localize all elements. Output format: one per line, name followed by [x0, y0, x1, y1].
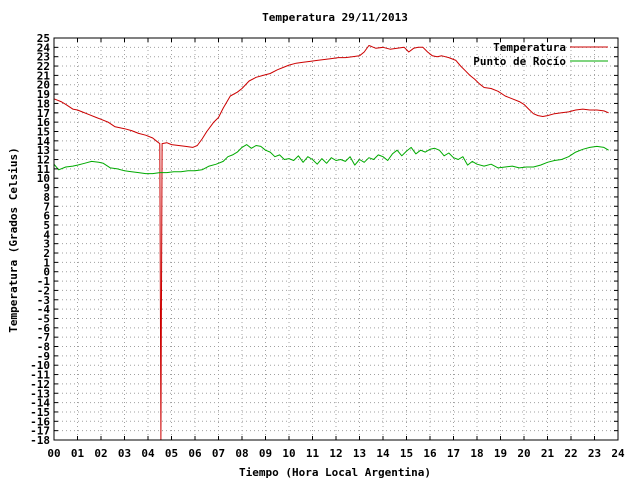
y-tick-label: 3	[43, 238, 50, 251]
x-tick-label: 21	[541, 447, 555, 460]
y-tick-label: -6	[37, 322, 51, 335]
y-tick-label: -3	[37, 294, 50, 307]
x-tick-label: 06	[188, 447, 202, 460]
legend-label-temperatura: Temperatura	[493, 41, 566, 54]
y-tick-label: -16	[30, 415, 50, 428]
x-tick-label: 18	[470, 447, 483, 460]
y-tick-label: 25	[37, 32, 50, 45]
x-tick-label: 00	[47, 447, 60, 460]
y-tick-label: 24	[37, 41, 51, 54]
y-tick-label: -13	[30, 387, 50, 400]
y-tick-label: 7	[43, 200, 50, 213]
y-tick-label: 14	[37, 135, 51, 148]
y-tick-label: -5	[37, 312, 50, 325]
y-tick-label: 12	[37, 154, 50, 167]
y-axis-label: Temperatura (Grados Celsius)	[7, 147, 20, 332]
y-tick-label: -1	[37, 275, 51, 288]
y-tick-label: -18	[30, 434, 50, 447]
y-tick-label: 18	[37, 97, 50, 110]
x-tick-label: 02	[94, 447, 107, 460]
grid	[54, 38, 618, 440]
ticks: -18-17-16-15-14-13-12-11-10-9-8-7-6-5-4-…	[30, 32, 625, 460]
x-tick-label: 04	[141, 447, 155, 460]
y-tick-label: 10	[37, 172, 50, 185]
x-tick-label: 01	[71, 447, 85, 460]
y-tick-label: 4	[43, 228, 50, 241]
x-tick-label: 17	[447, 447, 460, 460]
x-tick-label: 19	[494, 447, 507, 460]
y-tick-label: 23	[37, 51, 50, 64]
y-tick-label: 2	[43, 247, 50, 260]
y-tick-label: -17	[30, 425, 50, 438]
y-tick-label: -4	[37, 303, 51, 316]
x-axis-label: Tiempo (Hora Local Argentina)	[239, 466, 431, 479]
y-tick-label: 1	[43, 256, 50, 269]
y-tick-label: 9	[43, 182, 50, 195]
y-tick-label: 6	[43, 210, 50, 223]
y-tick-label: 19	[37, 88, 50, 101]
x-tick-label: 10	[282, 447, 295, 460]
y-tick-label: 16	[37, 116, 51, 129]
y-tick-label: -7	[37, 331, 50, 344]
y-tick-label: 17	[37, 107, 50, 120]
x-tick-label: 22	[564, 447, 577, 460]
y-tick-label: -9	[37, 350, 50, 363]
x-tick-label: 03	[118, 447, 131, 460]
series-line-temperatura	[53, 45, 609, 441]
y-tick-label: 22	[37, 60, 50, 73]
x-tick-label: 13	[353, 447, 366, 460]
y-tick-label: -10	[30, 359, 50, 372]
x-tick-label: 11	[306, 447, 320, 460]
x-tick-label: 16	[423, 447, 437, 460]
x-tick-label: 05	[165, 447, 178, 460]
y-tick-label: -11	[30, 369, 50, 382]
x-tick-label: 23	[588, 447, 601, 460]
x-tick-label: 14	[376, 447, 390, 460]
x-tick-label: 12	[329, 447, 342, 460]
y-tick-label: 21	[37, 69, 51, 82]
legend-label-punto-de-rocio: Punto de Rocío	[473, 55, 566, 68]
y-tick-label: 20	[37, 79, 50, 92]
x-tick-label: 20	[517, 447, 530, 460]
y-tick-label: -8	[37, 341, 50, 354]
y-tick-label: 15	[37, 125, 50, 138]
y-tick-label: 13	[37, 144, 50, 157]
x-tick-label: 24	[611, 447, 625, 460]
y-tick-label: 0	[43, 266, 50, 279]
y-tick-label: -12	[30, 378, 50, 391]
y-tick-label: -15	[30, 406, 50, 419]
x-tick-label: 15	[400, 447, 413, 460]
y-tick-label: 5	[43, 219, 50, 232]
legend: Temperatura Punto de Rocío	[473, 41, 608, 68]
y-tick-label: 11	[37, 163, 51, 176]
x-tick-label: 09	[259, 447, 272, 460]
x-tick-label: 07	[212, 447, 225, 460]
series-layer	[53, 45, 609, 441]
series-line-punto-de-rocio	[53, 144, 609, 175]
x-tick-label: 08	[235, 447, 248, 460]
y-tick-label: 8	[43, 191, 50, 204]
y-tick-label: -2	[37, 284, 50, 297]
y-tick-label: -14	[30, 397, 50, 410]
chart-title: Temperatura 29/11/2013	[262, 11, 408, 24]
